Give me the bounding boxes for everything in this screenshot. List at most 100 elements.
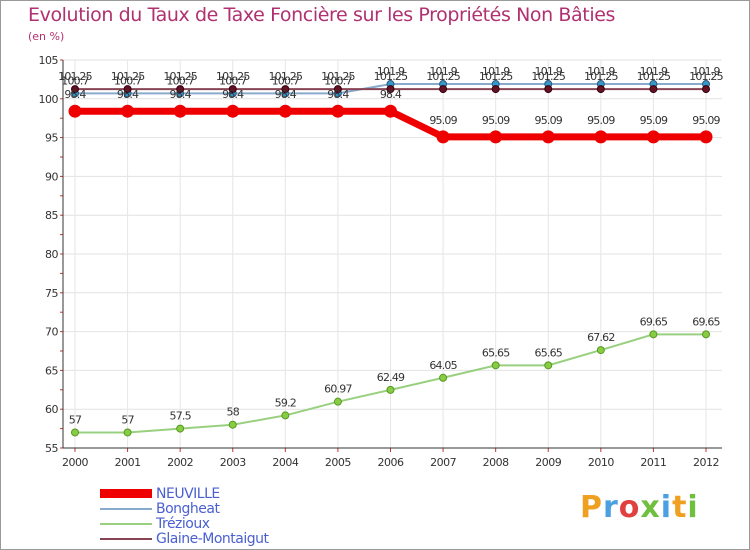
- data-label-glaine-montaigut: 101.25: [268, 70, 302, 83]
- data-point-neuville: [436, 130, 450, 144]
- data-point-neuville: [121, 104, 135, 118]
- data-label-glaine-montaigut: 101.25: [111, 70, 145, 83]
- data-label-tr-zioux: 58: [227, 406, 240, 419]
- data-label-tr-zioux: 65.65: [535, 346, 563, 359]
- data-label-bongheat: 100.7: [272, 74, 300, 87]
- data-point-tr-zioux: [333, 397, 342, 406]
- legend-item-neuville: NEUVILLE: [100, 485, 268, 502]
- data-label-glaine-montaigut: 101.25: [637, 70, 671, 83]
- data-point-glaine-montaigut: [123, 85, 132, 94]
- data-label-tr-zioux: 57: [69, 413, 82, 426]
- data-label-glaine-montaigut: 101.25: [374, 70, 408, 83]
- data-point-glaine-montaigut: [702, 85, 710, 94]
- legend-label-glaine-montaigut: Glaine-Montaigut: [156, 530, 269, 547]
- data-label-glaine-montaigut: 101.25: [58, 70, 92, 83]
- data-point-tr-zioux: [596, 346, 605, 355]
- x-tick-label: 2012: [693, 456, 719, 469]
- data-label-tr-zioux: 69.65: [640, 315, 668, 328]
- data-label-tr-zioux: 65.65: [482, 346, 510, 359]
- brand-letter: P: [580, 490, 603, 525]
- data-point-tr-zioux: [176, 424, 185, 433]
- data-point-glaine-montaigut: [649, 85, 658, 94]
- data-point-tr-zioux: [228, 420, 237, 429]
- data-label-glaine-montaigut: 101.25: [584, 70, 618, 83]
- data-point-glaine-montaigut: [333, 85, 342, 94]
- data-label-bongheat: 100.7: [324, 74, 352, 87]
- y-tick-label: 95: [45, 132, 58, 145]
- chart-subtitle: (en %): [28, 30, 65, 43]
- data-point-glaine-montaigut: [281, 85, 290, 94]
- data-point-neuville: [384, 104, 397, 118]
- data-label-bongheat: 101.9: [692, 65, 720, 78]
- data-label-bongheat: 101.9: [535, 65, 563, 78]
- data-label-bongheat: 100.7: [61, 74, 89, 87]
- x-tick-label: 2001: [115, 456, 141, 469]
- brand-letter: i: [687, 490, 699, 525]
- data-point-neuville: [68, 104, 82, 118]
- data-point-glaine-montaigut: [596, 85, 605, 94]
- data-label-tr-zioux: 67.62: [587, 331, 615, 344]
- brand-letter: x: [640, 490, 661, 525]
- x-tick-label: 2009: [535, 456, 561, 469]
- legend-swatch-glaine-montaigut: [100, 537, 152, 540]
- x-tick-label: 2000: [62, 456, 88, 469]
- data-label-neuville: 95.09: [640, 114, 668, 127]
- legend-item-glaine-montaigut: Glaine-Montaigut: [100, 530, 269, 547]
- data-label-bongheat: 101.9: [377, 65, 405, 78]
- data-point-tr-zioux: [281, 411, 290, 420]
- x-tick-label: 2011: [640, 456, 666, 469]
- x-tick-label: 2008: [483, 456, 509, 469]
- data-point-tr-zioux: [71, 428, 79, 437]
- legend-swatch-trezioux: [100, 522, 152, 525]
- data-label-bongheat: 101.9: [482, 65, 510, 78]
- data-label-glaine-montaigut: 101.25: [163, 70, 197, 83]
- chart-legend: NEUVILLE Bongheat Trézioux Glaine-Montai…: [100, 485, 269, 547]
- data-point-glaine-montaigut: [228, 85, 237, 94]
- y-tick-label: 100: [39, 93, 59, 106]
- data-label-neuville: 95.09: [482, 114, 510, 127]
- data-label-bongheat: 101.9: [640, 65, 668, 78]
- data-point-neuville: [226, 104, 240, 118]
- y-tick-label: 55: [45, 442, 58, 455]
- data-label-neuville: 98.4: [170, 88, 192, 101]
- data-label-tr-zioux: 57: [121, 413, 134, 426]
- data-label-tr-zioux: 57.5: [170, 410, 192, 423]
- data-label-neuville: 95.09: [692, 114, 720, 127]
- data-label-glaine-montaigut: 101.25: [479, 70, 513, 83]
- brand-logo: Proxiti: [580, 490, 699, 525]
- data-point-neuville: [541, 130, 555, 144]
- data-label-tr-zioux: 62.49: [377, 371, 405, 384]
- legend-swatch-bongheat: [100, 507, 152, 510]
- data-label-bongheat: 100.7: [166, 74, 194, 87]
- y-tick-label: 105: [39, 54, 59, 67]
- data-point-glaine-montaigut: [544, 85, 553, 94]
- chart-title: Evolution du Taux de Taxe Foncière sur l…: [28, 4, 616, 26]
- data-point-neuville: [331, 104, 345, 118]
- data-label-neuville: 95.09: [535, 114, 563, 127]
- data-label-neuville: 95.09: [587, 114, 615, 127]
- brand-letter: i: [660, 490, 673, 525]
- data-label-glaine-montaigut: 101.25: [689, 70, 723, 83]
- data-label-glaine-montaigut: 101.25: [321, 70, 355, 83]
- data-label-glaine-montaigut: 101.25: [531, 70, 565, 83]
- legend-label-neuville: NEUVILLE: [156, 485, 220, 502]
- x-tick-label: 2004: [272, 456, 298, 469]
- data-label-neuville: 98.4: [64, 88, 86, 101]
- x-tick-label: 2002: [167, 456, 193, 469]
- brand-letter: t: [672, 490, 688, 525]
- x-tick-label: 2006: [378, 456, 404, 469]
- data-point-neuville: [699, 130, 713, 144]
- data-point-tr-zioux: [649, 330, 658, 339]
- data-point-tr-zioux: [544, 361, 553, 370]
- y-tick-label: 90: [45, 170, 58, 183]
- data-label-neuville: 98.4: [275, 88, 297, 101]
- y-tick-label: 85: [45, 209, 58, 222]
- data-label-bongheat: 100.7: [114, 74, 142, 87]
- y-tick-label: 80: [45, 248, 58, 261]
- x-tick-label: 2007: [430, 456, 456, 469]
- x-tick-label: 2003: [220, 456, 246, 469]
- data-point-tr-zioux: [491, 361, 500, 370]
- data-label-glaine-montaigut: 101.25: [426, 70, 460, 83]
- data-point-glaine-montaigut: [176, 85, 185, 94]
